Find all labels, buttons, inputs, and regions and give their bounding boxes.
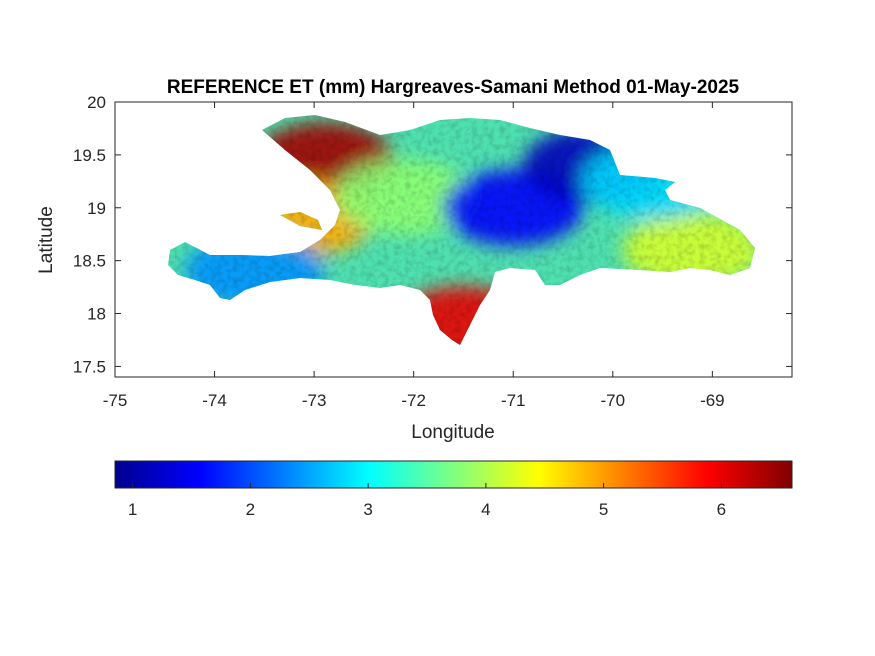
axes-frame <box>114 101 793 378</box>
x-tick-label: -73 <box>302 391 327 410</box>
x-tick-label: -71 <box>501 391 526 410</box>
y-tick-label: 18.5 <box>73 252 106 271</box>
x-axis-label: Longitude <box>411 422 494 443</box>
colorbar-tick-label: 5 <box>599 500 608 519</box>
x-axis-ticks: -75 -74 -73 -72 -71 -70 -69 <box>103 102 725 410</box>
y-tick-label: 19.5 <box>73 146 106 165</box>
y-axis-ticks: 17.5 18 18.5 19 19.5 20 <box>73 93 792 376</box>
colorbar-tick-label: 2 <box>246 500 255 519</box>
colorbar-tick-label: 1 <box>128 500 137 519</box>
y-tick-label: 17.5 <box>73 357 106 376</box>
y-tick-label: 19 <box>87 199 106 218</box>
x-tick-label: -69 <box>700 391 725 410</box>
x-tick-label: -74 <box>202 391 227 410</box>
colorbar-tick-label: 4 <box>481 500 490 519</box>
x-tick-label: -75 <box>103 391 128 410</box>
map-title: REFERENCE ET (mm) Hargreaves-Samani Meth… <box>167 77 740 98</box>
x-tick-label: -72 <box>401 391 426 410</box>
y-tick-label: 18 <box>87 305 106 324</box>
colorbar-tick-label: 3 <box>363 500 372 519</box>
colorbar-tick-label: 6 <box>717 500 726 519</box>
x-tick-label: -70 <box>601 391 626 410</box>
y-tick-label: 20 <box>87 93 106 112</box>
map-axes: -75 -74 -73 -72 -71 -70 -69 17.5 18 18.5 19 19.5 20… <box>36 93 793 443</box>
colorbar-gradient <box>114 460 793 489</box>
colorbar-ticks: 1 2 3 4 5 6 <box>128 483 726 519</box>
colorbar: 1 2 3 4 5 6 <box>114 460 793 519</box>
y-axis-label: Latitude <box>36 206 57 274</box>
